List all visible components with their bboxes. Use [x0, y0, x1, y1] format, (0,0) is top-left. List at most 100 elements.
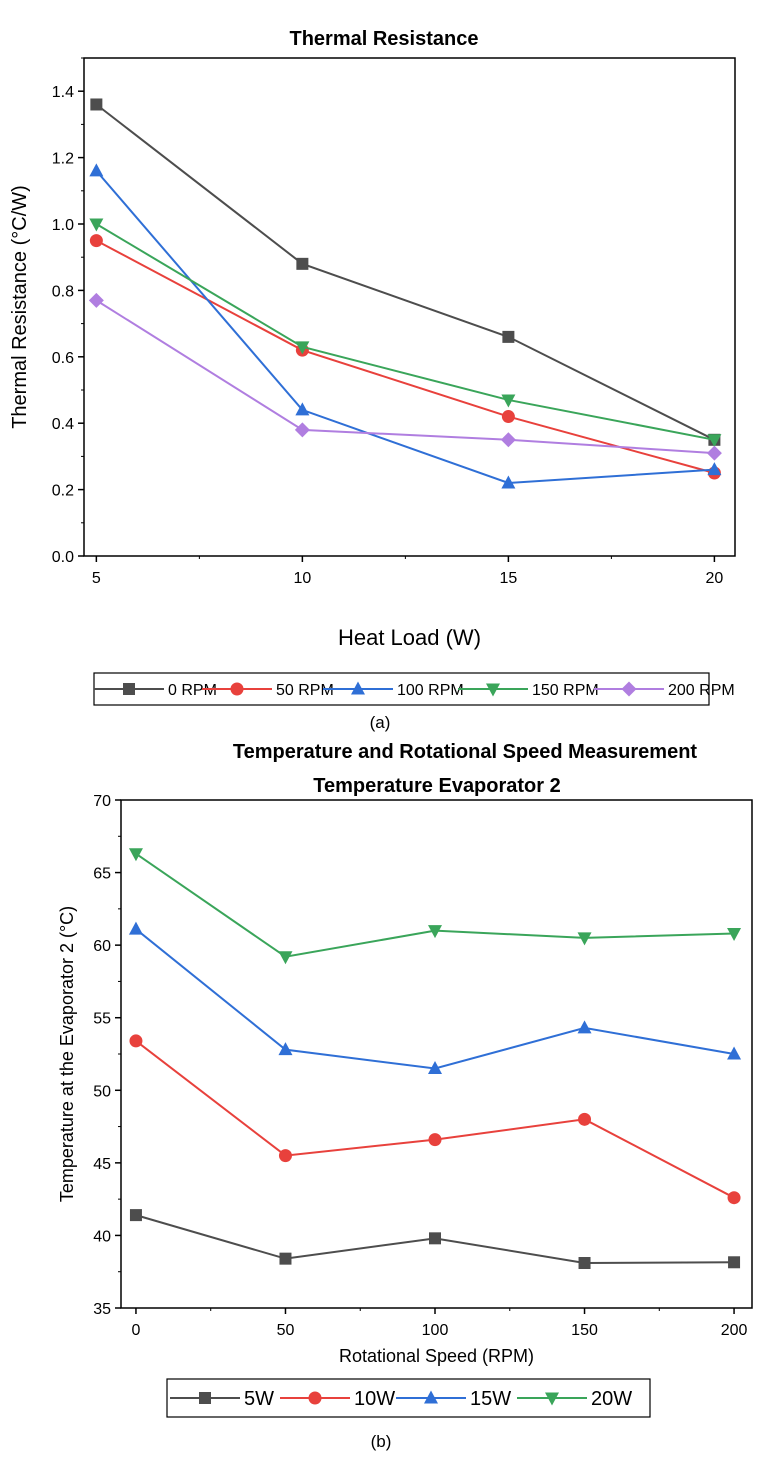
legend-marker [351, 681, 365, 695]
legend-marker [123, 683, 135, 695]
data-point [278, 1042, 293, 1056]
data-point [706, 445, 722, 461]
data-point [128, 921, 143, 935]
data-point [727, 928, 742, 942]
legend-marker [230, 682, 244, 696]
data-point [89, 163, 104, 177]
data-point [295, 341, 310, 355]
x-tick-label: 50 [277, 1322, 295, 1339]
data-point [295, 402, 310, 416]
legend-label: 50 RPM [276, 682, 334, 699]
data-point [727, 1046, 742, 1060]
plot-frame [83, 57, 736, 557]
series-line [95, 239, 715, 474]
y-tick-label: 1.0 [52, 217, 74, 234]
chart-b: Temperature and Rotational Speed Measure… [57, 741, 753, 1451]
data-point [502, 330, 515, 343]
data-point [577, 932, 592, 946]
x-tick-label: 0 [131, 1322, 140, 1339]
y-tick-label: 0.6 [52, 350, 74, 367]
series-20w [128, 848, 742, 965]
x-axis-label: Rotational Speed (RPM) [339, 1346, 534, 1366]
data-point [89, 218, 104, 232]
data-point [577, 1020, 592, 1034]
x-tick-label: 10 [293, 570, 311, 587]
chart-a: Thermal Resistance 0.0 0.2 0.4 0.6 0.8 1.0 1.2 1… [9, 28, 736, 732]
series-150-rpm [89, 218, 722, 448]
data-point [578, 1257, 591, 1270]
y-axis-label: Temperature at the Evaporator 2 (°C) [57, 906, 77, 1202]
data-point [296, 257, 309, 270]
data-point [278, 1149, 292, 1163]
y-tick-label: 0.2 [52, 483, 74, 500]
legend-label: 200 RPM [668, 682, 735, 699]
x-tick-label: 5 [92, 570, 101, 587]
y-tick-label: 0.0 [52, 549, 74, 566]
data-point [728, 1256, 741, 1269]
series-line [95, 223, 715, 441]
y-tick-label: 45 [93, 1156, 111, 1173]
data-point [500, 432, 516, 448]
legend-marker [545, 1392, 559, 1406]
data-point [429, 1232, 442, 1245]
series-15w [128, 921, 742, 1075]
data-point [129, 1034, 143, 1048]
y-tick-label: 50 [93, 1083, 111, 1100]
series-line [95, 103, 715, 441]
legend-marker [621, 681, 637, 697]
series-200-rpm [88, 292, 722, 461]
legend-marker [424, 1390, 438, 1404]
y-tick-label: 65 [93, 866, 111, 883]
figure-caption: (a) [370, 713, 391, 732]
legend-label: 150 RPM [532, 682, 599, 699]
y-tick-label: 1.2 [52, 151, 74, 168]
data-point [88, 292, 104, 308]
series-line [135, 852, 735, 958]
y-tick-label: 70 [93, 793, 111, 810]
legend: 5W 10W 15W 20W [166, 1378, 651, 1418]
data-point [279, 1252, 292, 1265]
series-100-rpm [89, 163, 722, 489]
data-point [578, 1112, 592, 1126]
x-tick-label: 200 [721, 1322, 748, 1339]
x-tick-label: 100 [422, 1322, 449, 1339]
series-10w [129, 1034, 741, 1205]
legend-label: 5W [244, 1388, 274, 1410]
legend-label: 10W [354, 1388, 395, 1410]
data-point [707, 434, 722, 448]
y-axis-label: Thermal Resistance (°C/W) [9, 185, 31, 429]
legend: 0 RPM 50 RPM 100 RPM 150 RPM 200 RPM [93, 672, 735, 706]
data-point [707, 462, 722, 476]
data-point [428, 925, 443, 939]
series-5w [129, 1209, 741, 1270]
series-line [95, 170, 715, 484]
x-tick-label: 15 [499, 570, 517, 587]
data-point [90, 98, 103, 111]
chart-title: Temperature and Rotational Speed Measure… [233, 741, 698, 763]
legend-marker [308, 1391, 322, 1405]
data-point [501, 394, 516, 408]
chart-title: Thermal Resistance [290, 28, 479, 50]
legend-marker [486, 683, 500, 697]
data-point [278, 951, 293, 965]
chart-subtitle: Temperature Evaporator 2 [313, 775, 561, 797]
x-tick-label: 150 [571, 1322, 598, 1339]
legend-label: 15W [470, 1388, 511, 1410]
x-tick-label: 20 [706, 570, 724, 587]
y-tick-label: 40 [93, 1228, 111, 1245]
legend-label: 0 RPM [168, 682, 217, 699]
y-tick-label: 0.4 [52, 416, 74, 433]
legend-label: 20W [591, 1388, 632, 1410]
data-point [294, 422, 310, 438]
data-point [128, 848, 143, 862]
data-point [501, 475, 516, 489]
x-axis-label: Heat Load (W) [338, 625, 481, 650]
data-point [501, 410, 515, 424]
series-line [135, 928, 735, 1070]
y-tick-label: 35 [93, 1301, 111, 1318]
series-line [95, 299, 715, 455]
data-point [727, 1191, 741, 1205]
data-point [89, 234, 103, 248]
legend-marker [199, 1392, 211, 1404]
